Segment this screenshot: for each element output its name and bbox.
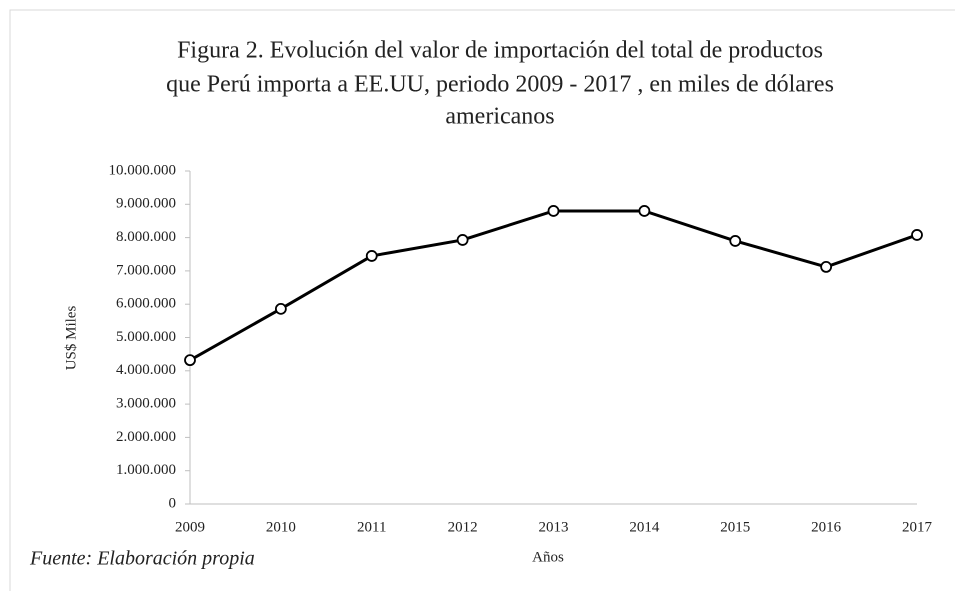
x-tick-label: 2015 [720,519,750,535]
y-tick-label: 2.000.000 [116,429,176,445]
marker [729,235,742,247]
y-tick-label: 5.000.000 [116,329,176,345]
marker [547,205,560,217]
x-tick-label: 2016 [811,519,842,535]
x-tick-label: 2013 [539,519,569,535]
y-tick-label: 0 [169,495,177,511]
y-tick-label: 7.000.000 [116,262,176,278]
y-tick-label: 4.000.000 [116,362,176,378]
marker [911,229,923,241]
marker [365,250,378,262]
chart-title: que Perú importa a EE.UU, periodo 2009 -… [166,72,834,98]
source-note: Fuente: Elaboración propia [29,548,255,570]
x-tick-label: 2009 [175,519,205,535]
chart-title: Figura 2. Evolución del valor de importa… [177,38,823,64]
marker [820,261,833,273]
y-tick-label: 6.000.000 [116,296,176,312]
y-tick-label: 8.000.000 [116,229,176,245]
y-tick-label: 3.000.000 [116,396,176,412]
marker [274,302,287,315]
marker [184,354,196,367]
marker [456,234,469,246]
line [189,209,918,362]
y-tick-label: 1.000.000 [116,462,176,478]
marker [638,205,651,217]
x-tick-label: 2012 [448,519,478,535]
chart-frame [9,9,955,591]
x-tick-label: 2017 [902,519,933,535]
x-tick-label: 2014 [629,519,660,535]
x-axis-label: Años [532,549,564,565]
chart-title: americanos [445,104,554,130]
x-tick-label: 2010 [266,519,296,535]
y-axis-label: US$ Miles [63,306,79,371]
y-tick-label: 10.000.000 [109,162,177,178]
y-tick-label: 9.000.000 [116,196,176,212]
x-tick-label: 2011 [357,519,386,535]
